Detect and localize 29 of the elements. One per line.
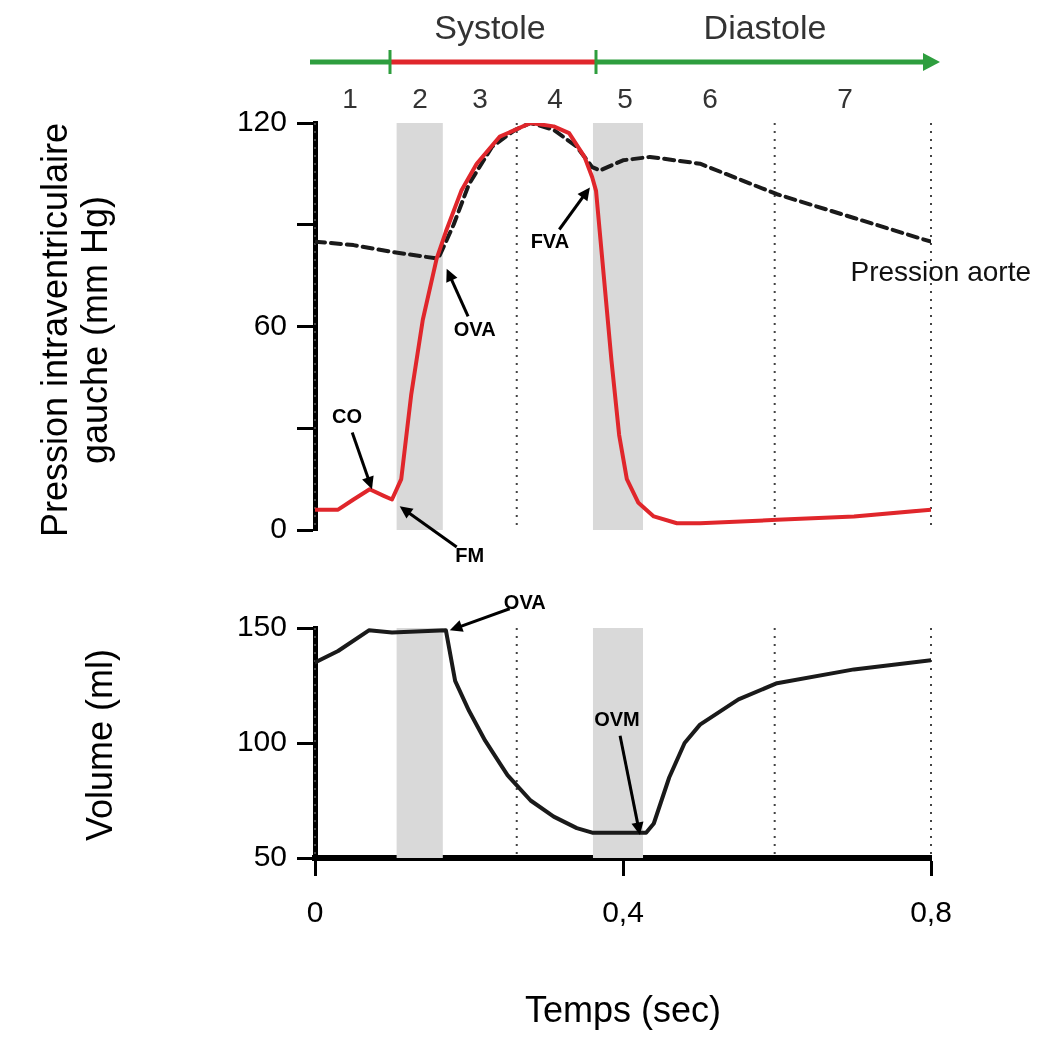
x-tick-label: 0 <box>306 895 324 929</box>
text: 2 <box>412 82 428 114</box>
annotation: OVM <box>594 707 640 730</box>
x-axis-title: Temps (sec) <box>524 989 722 1031</box>
y-tick-label: 60 <box>253 307 287 341</box>
text: 4 <box>547 82 563 114</box>
annotation: OVA <box>503 590 546 613</box>
text: 1 <box>342 82 358 114</box>
y-tick-label: 150 <box>236 609 287 643</box>
y-tick-label: 0 <box>270 511 287 545</box>
text: 3 <box>472 82 488 114</box>
text: 7 <box>837 82 853 114</box>
text: 6 <box>702 82 718 114</box>
text: 5 <box>617 82 633 114</box>
y-tick-label: 50 <box>253 839 287 873</box>
x-tick-label: 0,8 <box>910 895 952 929</box>
series-label: Pression aorte <box>850 256 1031 288</box>
text: Systole <box>434 8 546 47</box>
y-tick-label: 120 <box>236 104 287 138</box>
y-axis-title: Volume (ml) <box>79 648 121 844</box>
line-series <box>315 123 931 261</box>
annotation: OVA <box>453 318 496 341</box>
y-axis-title: Pression intraventriculaire gauche (mm Hg) <box>34 121 115 540</box>
y-tick-label: 100 <box>236 724 287 758</box>
x-tick-label: 0,4 <box>602 895 644 929</box>
annotation: FVA <box>530 229 570 252</box>
annotation: FM <box>455 543 485 566</box>
text: Diastole <box>703 8 827 47</box>
annotation: CO <box>331 404 362 427</box>
